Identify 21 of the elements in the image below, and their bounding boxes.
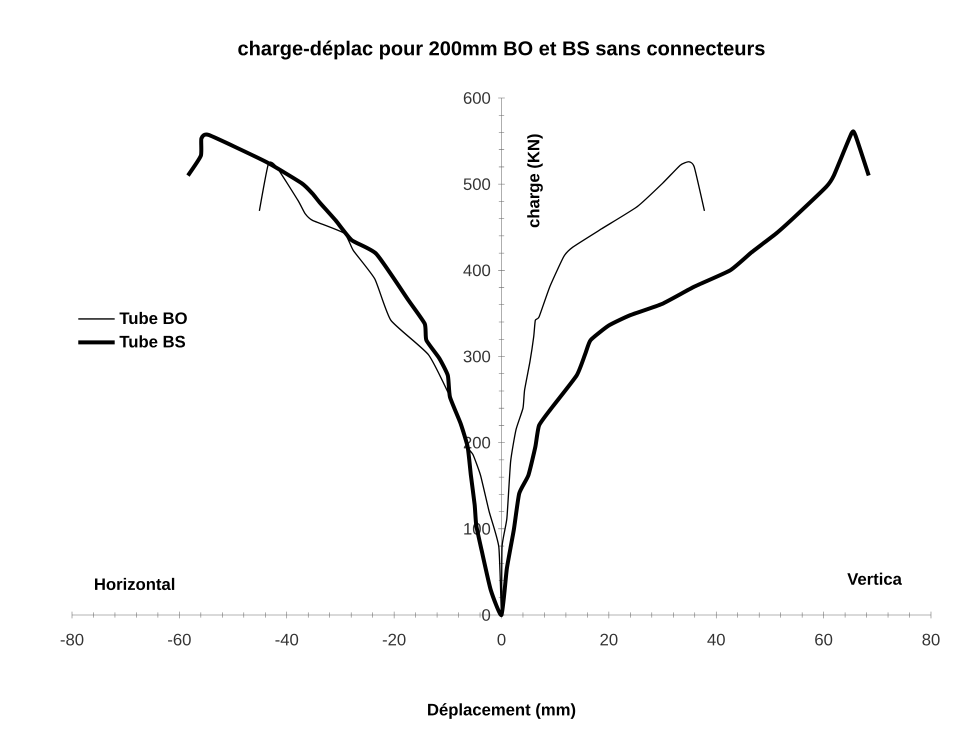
- x-tick-label: 0: [498, 634, 506, 646]
- y-tick-label: 300: [464, 350, 490, 362]
- x-tick-label: 20: [600, 634, 618, 646]
- x-tick-label: 40: [707, 634, 725, 646]
- x-tick-label: -20: [382, 634, 406, 646]
- x-tick-label: -80: [60, 634, 84, 646]
- x-tick-label: 80: [922, 634, 940, 646]
- y-tick-label: 600: [464, 92, 490, 104]
- x-tick-label: -60: [168, 634, 191, 646]
- y-tick-label: 400: [463, 264, 490, 276]
- legend-label: Tube BO: [120, 312, 187, 324]
- y-tick-label: 0: [482, 609, 490, 621]
- annotation: Horizontal: [95, 578, 174, 590]
- legend-label: Tube BS: [120, 335, 186, 348]
- y-tick-label: 500: [464, 178, 490, 190]
- y-axis-title: charge (KN): [527, 134, 543, 228]
- chart-title: charge-déplac pour 200mm BO et BS sans connecteurs: [238, 40, 765, 60]
- x-axis-title: Déplacement (mm): [428, 703, 576, 719]
- annotation: Vertica: [847, 572, 902, 585]
- x-tick-label: 60: [815, 634, 832, 646]
- x-tick-label: -40: [275, 634, 298, 646]
